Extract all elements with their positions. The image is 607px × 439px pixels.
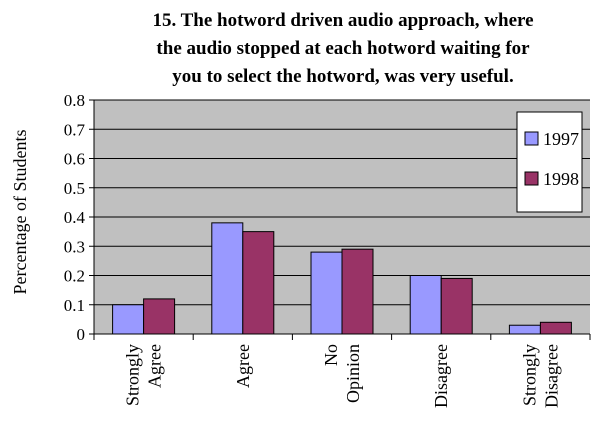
legend-swatch-1997 — [524, 131, 539, 146]
chart-title-line: the audio stopped at each hotword waitin… — [156, 38, 530, 59]
x-category-label: Opinion — [343, 344, 363, 403]
x-category-label: Strongly — [123, 344, 143, 406]
x-category-label: Agree — [145, 344, 165, 388]
x-category-label: Disagree — [541, 344, 561, 408]
y-tick-label: 0.5 — [64, 179, 85, 198]
bar-1997-3 — [409, 275, 442, 335]
y-axis-title: Percentage of Students — [10, 130, 30, 295]
y-tick-label: 0.2 — [64, 267, 85, 286]
chart-title: 15. The hotword driven audio approach, w… — [152, 10, 533, 87]
y-tick-label: 0.1 — [64, 296, 85, 315]
bar-1997-1 — [211, 222, 244, 335]
bar-1997-2 — [310, 251, 343, 335]
bar-1998-2 — [341, 248, 374, 335]
legend-swatch-1998 — [524, 171, 539, 186]
bars — [112, 222, 572, 335]
x-category-label: Disagree — [431, 344, 451, 408]
chart-title-line: 15. The hotword driven audio approach, w… — [152, 10, 533, 31]
x-category-label: Agree — [233, 344, 253, 388]
bar-1998-0 — [143, 298, 176, 335]
chart-title-line: you to select the hotword, was very usef… — [172, 66, 513, 87]
legend-label-1997: 1997 — [543, 129, 579, 149]
y-tick-labels: 0 0.1 0.2 0.3 0.4 0.5 0.6 0.7 0.8 — [64, 91, 86, 344]
y-tick-label: 0.6 — [64, 150, 85, 169]
legend-label-1998: 1998 — [543, 169, 579, 189]
axes — [89, 99, 591, 340]
y-tick-label: 0.7 — [64, 120, 86, 139]
bar-1997-4 — [508, 324, 541, 335]
bar-1997-0 — [112, 304, 145, 335]
bar-1998-3 — [440, 277, 473, 335]
legend-box — [516, 111, 583, 213]
y-tick-label: 0.3 — [64, 237, 85, 256]
x-category-label: Strongly — [519, 344, 539, 406]
y-tick-label: 0.8 — [64, 91, 85, 110]
x-tick-labels: Strongly Agree Agree No Opinion Disagree Stron… — [123, 344, 562, 408]
legend: 1997 1998 — [516, 111, 583, 213]
y-tick-label: 0 — [77, 325, 86, 344]
bar-1998-4 — [539, 321, 572, 335]
x-category-label: No — [321, 344, 341, 366]
y-tick-label: 0.4 — [64, 208, 86, 227]
bar-1998-1 — [242, 231, 275, 335]
